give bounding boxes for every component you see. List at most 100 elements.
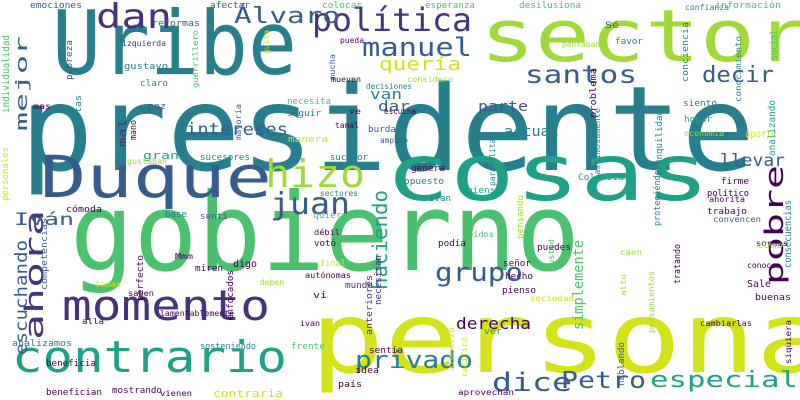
word-vi: vi (313, 291, 327, 301)
word-lamentablemente: lamentablemente (160, 309, 234, 318)
word-parte: parte (478, 99, 528, 115)
word-consecuencias: consecuencias (783, 200, 794, 268)
word-miren: miren (195, 264, 223, 274)
word-pensamientos: pensamientos (647, 271, 656, 333)
word-contraria: contraria (213, 387, 283, 400)
word-sectores: sectores (320, 189, 358, 198)
word-escucha: escucha (384, 107, 416, 116)
word-paramilitar: paramilitar (488, 134, 497, 186)
word-senti: sentí (200, 212, 228, 222)
word-desilusiona: desilusiona (519, 1, 581, 11)
word-paz: paz (148, 102, 166, 112)
word-queria: quería (379, 54, 461, 75)
word-confianza: confianza (685, 3, 729, 12)
word-caen: caen (620, 248, 642, 257)
word-juan: juan (270, 187, 350, 222)
word-se: Sé (605, 21, 619, 31)
word-politico: político (707, 189, 749, 199)
word-ivan-small: ivan (300, 319, 320, 328)
word-escuchando: escuchando (12, 240, 32, 355)
word-cosas: cosas (385, 129, 710, 219)
word-analizamos: analizamos (12, 339, 72, 349)
word-pensando: pensando (516, 195, 526, 239)
word-comoda: cómoda (66, 205, 102, 215)
word-califico: calificó (460, 337, 469, 377)
word-mayoria: mayoría (234, 104, 243, 140)
word-podia: podía (438, 239, 466, 249)
word-mal: mal (116, 119, 129, 147)
word-sector: sector (480, 0, 800, 78)
word-idea: idea (355, 366, 379, 376)
word-siquiera: siquiera (784, 320, 793, 364)
word-gustaban: gustaban (127, 157, 167, 166)
word-pobreza: pobreza (65, 40, 75, 80)
word-burda: burda (368, 125, 396, 135)
word-intereses: intereses (186, 120, 288, 140)
word-hizo: hizo (265, 152, 365, 196)
word-puedes: puedes (537, 243, 571, 253)
word-considero: considero (407, 75, 453, 84)
word-decisiones: decisiones (366, 82, 412, 91)
word-gusta: gusta (262, 30, 271, 54)
word-afectar: afectar (210, 1, 250, 11)
word-ahorita: ahorita (709, 195, 745, 204)
word-siento: siento (683, 99, 717, 109)
word-firme: firme (721, 177, 749, 187)
word-ivan: Iván (14, 210, 74, 230)
word-necesita: necesita (287, 97, 331, 107)
word-frente: frente (291, 342, 325, 352)
word-sucesores: sucesores (200, 153, 250, 163)
word-tamal: tamal (335, 121, 359, 130)
word-almuerzo: almuerzo (447, 327, 456, 371)
word-gobierno: gobierno (70, 171, 580, 296)
word-conciencia: conciencia (681, 22, 691, 82)
word-propuestas: propuestas (74, 95, 84, 155)
word-claro: claro (140, 79, 168, 89)
word-analizando: analizando (767, 100, 778, 156)
word-colombia: Colombia (578, 173, 624, 183)
word-ivan-lower: ivan (429, 194, 451, 204)
word-quieren: quieren (313, 211, 353, 221)
word-piensa: piensa (467, 186, 501, 196)
word-llevar: llevar (720, 151, 785, 171)
word-trabajo: trabajo (707, 207, 747, 217)
word-alla: allá (82, 317, 104, 326)
word-opuesto: opuesto (404, 177, 444, 187)
word-beneficia: beneficia (46, 359, 96, 369)
word-hablando: hablando (617, 342, 627, 386)
word-como: cómo (757, 241, 783, 250)
word-sociedad: sociedad (530, 294, 574, 303)
word-presidente: presidente (20, 60, 755, 198)
word-politica: política (312, 1, 472, 39)
word-sordos: sordos (756, 239, 788, 248)
word-pais: país (338, 380, 362, 390)
word-aprovechan: aprovechan (458, 388, 514, 397)
word-mundo: mundo (345, 281, 373, 291)
word-competencias: competencias (40, 218, 50, 290)
word-lastimosamente: lastimosamente (593, 108, 602, 180)
word-dice: dice (492, 368, 572, 398)
word-seguir: seguir (287, 109, 321, 119)
word-persona: persona (310, 282, 800, 396)
word-oidos: oídos (468, 230, 494, 239)
word-van: van (370, 87, 402, 103)
word-protegiendose: protegiéndose (653, 160, 663, 226)
word-pienso: pienso (502, 286, 536, 296)
word-autonomas: autónomas (305, 271, 351, 280)
word-mejor: mejor (12, 35, 31, 131)
word-gustavo: gustavo (124, 62, 168, 72)
word-convencen: convencen (713, 215, 761, 224)
word-conocimiento: conocimiento (734, 36, 743, 102)
word-amplio: amplio (380, 136, 408, 145)
word-sosteniendo: sosteniendo (200, 342, 256, 352)
word-base: base (165, 210, 187, 220)
word-grupo: grupo (435, 258, 523, 288)
word-economia: economía (684, 129, 724, 138)
word-aporte: aporte (745, 129, 777, 140)
word-santos: santos (525, 60, 637, 89)
word-debil: débil (314, 228, 340, 237)
word-especial: especial (650, 368, 798, 393)
word-izquierda: izquierda (122, 39, 166, 48)
word-tratando: tratando (673, 244, 683, 284)
word-uribe: Uribe (52, 0, 297, 95)
